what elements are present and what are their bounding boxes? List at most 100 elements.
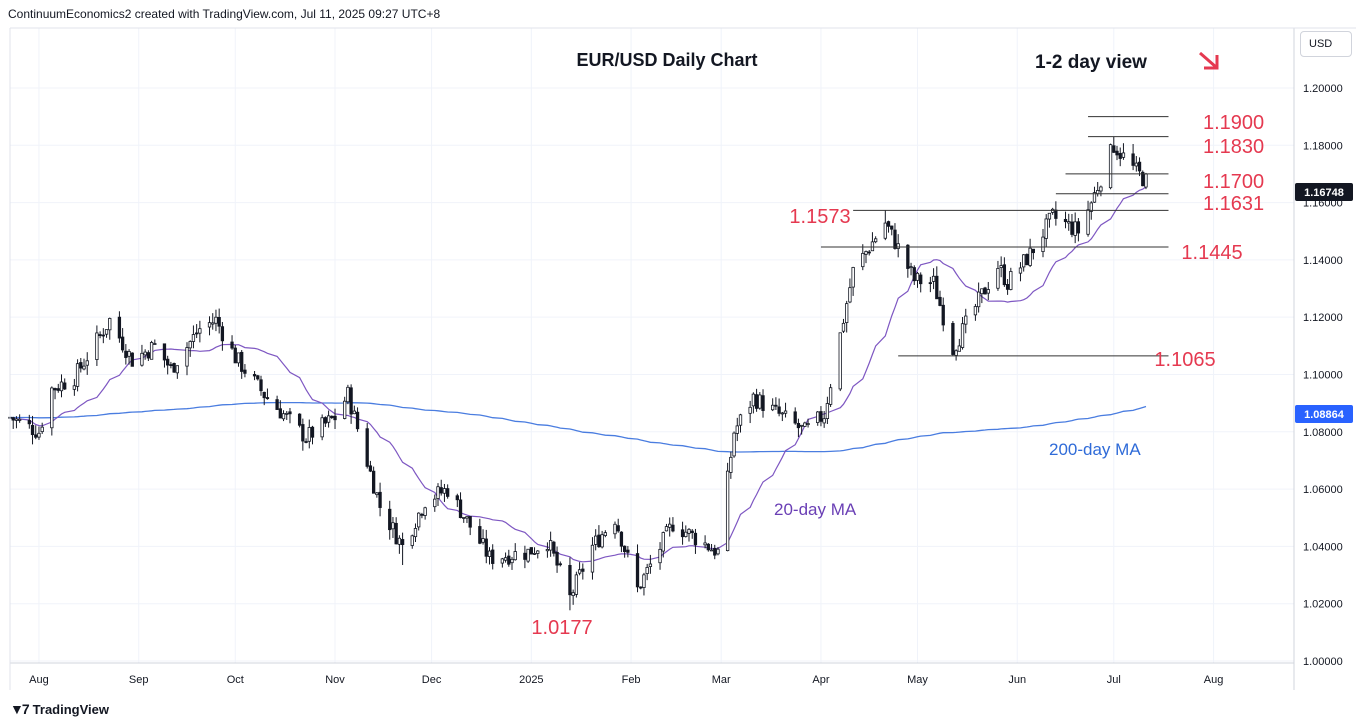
candle [928,276,933,293]
candle [446,484,450,499]
candle [391,517,395,538]
candle [931,268,936,290]
candle [1025,253,1029,266]
candle [642,572,646,596]
candle [220,321,225,351]
candle [1028,238,1032,268]
candle [954,349,958,361]
candle [709,544,714,552]
candle [552,540,556,557]
x-tick-label: May [907,674,928,686]
candle [996,260,1000,291]
footer-brand[interactable]: ▼7 TradingView [10,701,109,717]
candle [973,303,978,321]
candle [532,547,537,556]
candle [120,328,125,353]
candle [577,562,582,576]
candle [799,424,804,435]
candle [848,278,852,304]
candle [1002,257,1007,287]
candle [555,546,559,573]
candle [394,517,398,545]
candle [806,418,810,428]
candle [558,561,562,567]
candle [941,297,945,332]
candle [1115,145,1119,161]
candle [751,392,756,414]
candle [890,225,894,236]
candle [349,384,353,424]
candle [732,431,736,458]
candle [487,547,492,565]
x-tick-label: Oct [227,674,244,686]
candle [288,407,292,424]
candle [256,374,260,381]
candle [1108,143,1113,190]
candle [523,545,527,569]
candle [262,391,266,406]
candle [230,335,234,350]
tradingview-logo-icon: ▼7 [10,701,30,717]
x-tick-label: Aug [1204,674,1224,686]
currency-button[interactable]: USD [1300,31,1352,57]
candle [658,542,662,570]
candle [1070,214,1074,238]
candle [1044,214,1048,248]
candle [98,331,102,339]
candle [79,357,83,373]
y-tick-label: 1.06000 [1303,484,1343,496]
candle [645,563,649,581]
candle [1041,228,1045,258]
level-label: 1.1900 [1203,112,1264,134]
candle [397,535,402,554]
candle [53,387,57,400]
level-label: 1.1573 [789,206,850,228]
candle [1121,143,1126,160]
candle [143,349,147,360]
candle [758,392,762,410]
candle [841,318,846,333]
candle [149,340,154,360]
candle [153,339,157,345]
candle [259,375,263,396]
current-price-label: 1.16748 [1304,187,1344,199]
candle [774,397,778,411]
candle [233,344,237,364]
candle [867,250,871,256]
candle [243,364,247,378]
x-tick-label: 2025 [519,674,543,686]
candle [198,320,202,343]
x-tick-label: Jul [1107,674,1121,686]
candle [703,535,707,549]
candle [1050,207,1055,215]
x-tick-label: Nov [325,674,345,686]
candle [1031,248,1035,260]
y-tick-label: 1.08000 [1303,427,1343,439]
candle [433,494,437,512]
candle [1144,172,1148,190]
candle [50,386,54,436]
candle [957,338,961,352]
candle [297,413,302,428]
ma200-layer [10,401,1147,453]
annotation-ma20: 20-day MA [774,500,857,519]
candle [1054,201,1058,226]
candle [503,552,508,563]
candle [906,244,910,278]
y-tick-label: 1.04000 [1303,541,1343,553]
candle [346,384,350,405]
candle [285,411,289,421]
candle [439,479,443,496]
candle [417,512,421,531]
candle [127,349,131,365]
candle [738,413,743,433]
candle [816,410,820,426]
candle [1112,136,1116,153]
candle [771,398,775,412]
candle [59,374,64,398]
candle [1009,267,1013,291]
y-tick-label: 1.12000 [1303,312,1343,324]
view-label: 1-2 day view [1035,52,1147,73]
candle [513,543,517,561]
